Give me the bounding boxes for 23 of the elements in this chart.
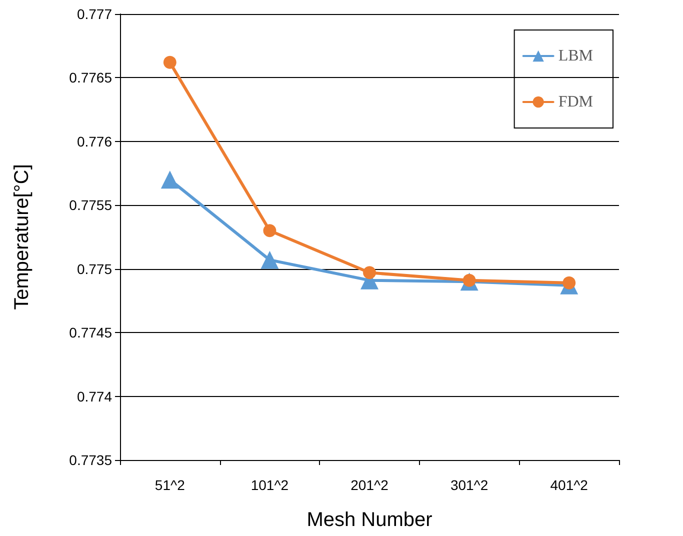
y-tick-label: 0.7745 (69, 324, 112, 341)
x-tick-label: 101^2 (250, 477, 289, 493)
x-tick-label: 401^2 (550, 477, 588, 493)
legend-label: LBM (558, 48, 593, 64)
y-tick-label: 0.776 (76, 133, 112, 150)
legend-label: FDM (558, 94, 594, 110)
point (160, 170, 179, 189)
y-tick-label: 0.775 (76, 260, 112, 277)
y-tick-label: 0.7755 (69, 197, 112, 214)
point (260, 250, 279, 269)
y-tick-label: 0.7735 (69, 452, 112, 468)
x-axis-title: Mesh Number (306, 509, 433, 531)
point (163, 56, 176, 69)
x-tick-label: 201^2 (350, 477, 389, 493)
y-tick-label: 0.777 (76, 6, 112, 22)
x-tick-label: 301^2 (450, 477, 488, 493)
point (562, 276, 576, 290)
point (363, 266, 376, 280)
y-tick-label: 0.774 (76, 388, 112, 404)
y-axis-title: Temperature[°C] (11, 164, 33, 310)
x-tick-label: 51^2 (154, 477, 186, 493)
y-tick-label: 0.7765 (69, 70, 112, 86)
point (263, 224, 276, 238)
